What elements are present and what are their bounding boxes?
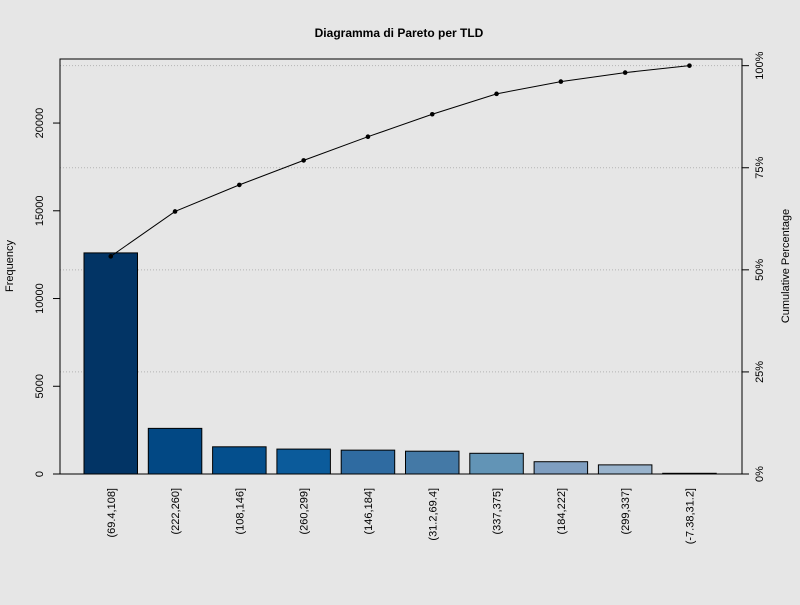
cumulative-point	[301, 158, 306, 163]
grid-lines	[60, 65, 742, 373]
y2-tick-label: 0%	[754, 466, 766, 482]
y-axis-label: Frequency	[4, 240, 16, 292]
y-tick-label: 5000	[34, 374, 46, 398]
bar	[276, 448, 331, 475]
bars	[83, 252, 717, 475]
bar	[340, 449, 396, 475]
y2-axis-label: Cumulative Percentage	[780, 209, 792, 323]
bar	[147, 427, 203, 475]
x-tick-label: (-7.38,31.2]	[684, 488, 696, 544]
cumulative-point	[429, 111, 435, 117]
cumulative-point	[172, 209, 178, 214]
cumulative-point	[365, 134, 371, 140]
x-tick-label: (146,184]	[363, 488, 375, 534]
x-axis: (69.4,108] (222,260] (108,146] (260,299] (14…	[106, 488, 697, 544]
cumulative-polyline	[110, 65, 690, 257]
y-axis-left: 0 5000 10000 15000 20000	[34, 108, 60, 477]
y-tick-label: 10000	[34, 283, 46, 314]
x-tick-label: (337,375]	[492, 488, 504, 534]
cumulative-point	[687, 63, 692, 68]
cumulative-line	[108, 63, 692, 259]
x-tick-label: (222,260]	[170, 488, 182, 534]
x-tick-label: (69.4,108]	[106, 488, 118, 538]
chart-title: Diagramma di Pareto per TLD	[315, 26, 484, 40]
x-tick-label: (299,337]	[620, 488, 632, 534]
bar	[405, 450, 460, 475]
bar	[469, 452, 524, 475]
bar	[83, 252, 138, 475]
y-axis-right: 0% 25% 50% 75% 100%	[742, 51, 766, 482]
y2-tick-label: 100%	[754, 51, 766, 79]
x-tick-label: (108,146]	[234, 488, 246, 534]
y-tick-label: 15000	[34, 195, 46, 226]
x-tick-label: (184,222]	[556, 488, 568, 534]
bar	[597, 464, 653, 475]
cumulative-point	[558, 79, 564, 84]
bar	[212, 446, 267, 475]
plot-box	[59, 58, 743, 475]
bar	[533, 461, 589, 475]
y2-tick-label: 25%	[754, 361, 766, 383]
y2-tick-label: 75%	[754, 157, 766, 179]
cumulative-point	[237, 182, 242, 188]
y-tick-label: 0	[34, 471, 46, 477]
cumulative-point	[622, 70, 628, 75]
y2-tick-label: 50%	[754, 259, 766, 281]
x-tick-label: (31.2,69.4]	[427, 488, 439, 541]
cumulative-point	[108, 254, 114, 259]
y-tick-label: 20000	[34, 108, 46, 139]
x-tick-label: (260,299]	[299, 488, 311, 534]
cumulative-point	[494, 91, 499, 97]
